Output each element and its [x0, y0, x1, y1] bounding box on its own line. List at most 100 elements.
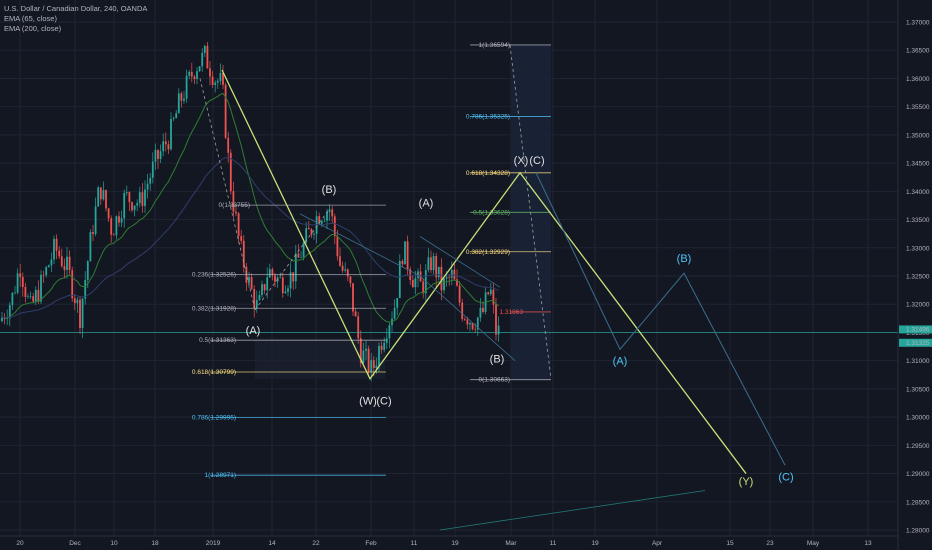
candle-body: [193, 76, 196, 80]
wave-label: (C): [529, 155, 544, 167]
candle-body: [144, 189, 146, 206]
candle: [183, 91, 185, 104]
candle: [112, 233, 115, 236]
candle: [177, 88, 180, 114]
candle: [362, 342, 365, 365]
candle: [79, 296, 81, 334]
candle-body: [1, 317, 3, 322]
candle-body: [388, 325, 391, 339]
candle-body: [120, 218, 123, 223]
candle: [58, 246, 61, 260]
candle: [344, 262, 347, 273]
candle-body: [16, 273, 19, 293]
candle: [240, 229, 243, 245]
candle: [40, 270, 42, 304]
wave-label: (W): [359, 396, 377, 408]
candle: [149, 172, 152, 191]
candle: [453, 263, 456, 280]
price-tick-label: 1.36500: [906, 48, 930, 55]
candle: [414, 271, 417, 295]
candle: [281, 272, 284, 298]
time-tick-label: 19: [451, 540, 459, 547]
candle-body: [300, 257, 302, 258]
candle-body: [404, 241, 406, 265]
candle: [380, 341, 383, 354]
candle-body: [476, 317, 479, 330]
candle-body: [492, 289, 495, 305]
candle: [172, 116, 175, 122]
candle-body: [136, 203, 139, 206]
candle-body: [440, 266, 443, 291]
fib-label: 0(1.30663): [479, 377, 510, 384]
candle: [128, 191, 131, 212]
candle-body: [320, 221, 323, 224]
candle-body: [214, 82, 217, 85]
candle-body: [107, 208, 110, 219]
candle: [432, 252, 435, 275]
candle: [393, 299, 396, 320]
candle: [424, 264, 427, 302]
candle: [411, 275, 414, 288]
candle-body: [240, 236, 243, 241]
candle-body: [489, 289, 492, 295]
candle: [125, 185, 128, 196]
price-tick-label: 1.30500: [906, 386, 930, 393]
candle-body: [89, 232, 92, 262]
candle: [487, 291, 490, 296]
candle: [102, 181, 105, 201]
candle-body: [45, 267, 48, 276]
ema65-legend[interactable]: EMA (65, close): [4, 14, 57, 23]
candle: [422, 278, 425, 299]
ema200-legend[interactable]: EMA (200, close): [4, 24, 62, 33]
candle: [73, 294, 76, 311]
candle-body: [294, 253, 297, 282]
fib-zone: [255, 339, 385, 379]
candle-body: [32, 296, 35, 302]
candle-body: [326, 211, 328, 221]
candle-body: [84, 279, 87, 299]
ema200-line: [1, 157, 499, 319]
time-tick-label: 23: [766, 540, 774, 547]
candle: [71, 266, 74, 302]
candle: [170, 112, 172, 151]
long-trendline: [439, 490, 706, 531]
fib-label: 0.618(1.30799): [192, 369, 236, 376]
candle-body: [97, 187, 100, 207]
candle: [307, 220, 310, 230]
candle: [302, 238, 305, 261]
candle: [263, 283, 266, 294]
wave-label: (X): [514, 155, 529, 167]
candle-body: [172, 118, 175, 120]
candle: [396, 297, 399, 316]
candle-body: [131, 202, 133, 211]
time-tick-label: Feb: [365, 540, 377, 547]
candle-body: [76, 299, 79, 304]
candle: [211, 71, 214, 88]
candle-body: [378, 345, 380, 366]
candle: [289, 262, 292, 298]
candle: [250, 273, 253, 290]
candle-body: [138, 192, 141, 204]
candle-body: [224, 84, 227, 138]
candle-body: [206, 45, 209, 69]
time-tick-label: May: [807, 540, 820, 547]
candle-body: [313, 233, 315, 235]
candle-body: [24, 286, 27, 297]
candle-body: [237, 213, 240, 237]
candle: [271, 267, 274, 281]
fib-label: 1.31863: [500, 309, 524, 316]
candle: [120, 210, 123, 228]
candle: [89, 229, 92, 262]
candle: [471, 322, 474, 331]
candle-body: [271, 269, 274, 276]
candle: [92, 224, 94, 242]
candle: [427, 248, 430, 273]
candle: [201, 48, 204, 72]
candle: [443, 276, 445, 294]
time-tick-label: 10: [110, 540, 118, 547]
candle: [229, 149, 232, 195]
candle-body: [201, 52, 204, 67]
candle: [21, 272, 24, 297]
candle: [461, 298, 464, 322]
